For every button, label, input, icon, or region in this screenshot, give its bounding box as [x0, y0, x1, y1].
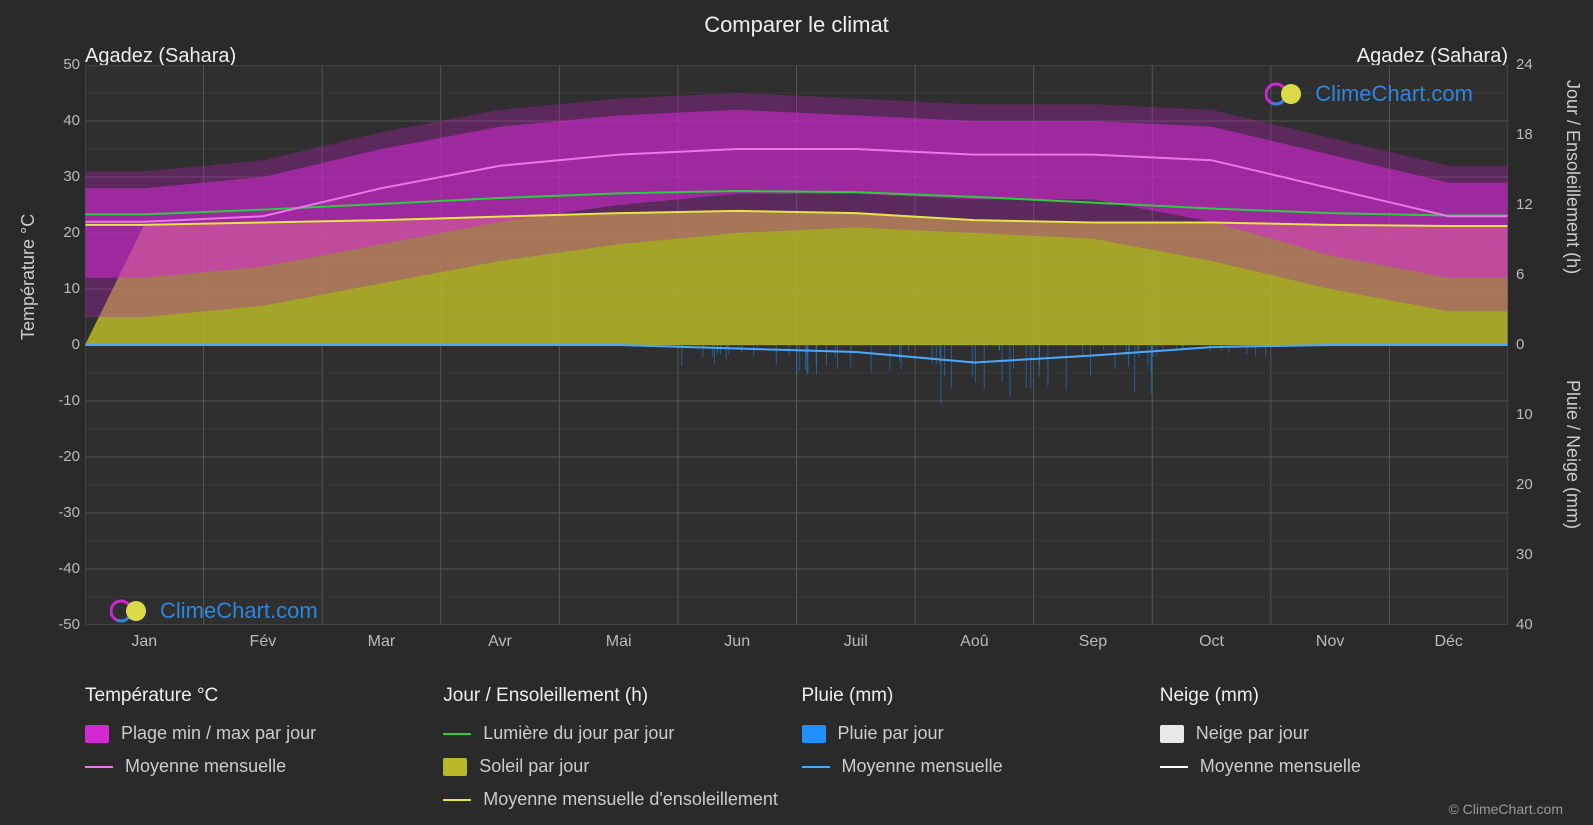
xtick-month: Jun: [724, 633, 750, 651]
xtick-month: Mar: [368, 633, 396, 651]
legend-header-rain: Pluie (mm): [802, 685, 1150, 707]
legend-label: Moyenne mensuelle: [1200, 756, 1361, 777]
legend-label: Plage min / max par jour: [121, 723, 316, 744]
legend-item-rain-mean: Moyenne mensuelle: [802, 756, 1150, 777]
xtick-month: Jan: [131, 633, 157, 651]
ytick-left: 50: [40, 56, 80, 73]
legend-item-temp-mean: Moyenne mensuelle: [85, 756, 433, 777]
ytick-left: 0: [40, 336, 80, 353]
xtick-month: Mai: [606, 633, 632, 651]
ytick-left: -30: [40, 504, 80, 521]
legend-item-temp-range: Plage min / max par jour: [85, 723, 433, 744]
ytick-right-mm: 20: [1516, 476, 1556, 493]
chart-title: Comparer le climat: [0, 12, 1593, 38]
swatch-rain: [802, 725, 826, 743]
legend-header-snow: Neige (mm): [1160, 685, 1508, 707]
legend-header-temp: Température °C: [85, 685, 433, 707]
watermark-text: ClimeChart.com: [160, 598, 318, 624]
swatch-daylight: [443, 733, 471, 735]
swatch-sun-mean: [443, 799, 471, 801]
y-axis-right1-label: Jour / Ensoleillement (h): [1562, 80, 1583, 274]
legend-label: Moyenne mensuelle: [842, 756, 1003, 777]
ytick-left: 30: [40, 168, 80, 185]
ytick-left: -40: [40, 560, 80, 577]
legend-item-snow-daily: Neige par jour: [1160, 723, 1508, 744]
xtick-month: Déc: [1434, 633, 1462, 651]
legend-col-rain: Pluie (mm) Pluie par jour Moyenne mensue…: [802, 685, 1150, 810]
legend-col-sun: Jour / Ensoleillement (h) Lumière du jou…: [443, 685, 791, 810]
y-axis-left-label: Température °C: [18, 214, 39, 340]
ytick-right-mm: 40: [1516, 616, 1556, 633]
watermark-bottom: ClimeChart.com: [110, 597, 318, 625]
ytick-left: 10: [40, 280, 80, 297]
legend-item-sunfill: Soleil par jour: [443, 756, 791, 777]
ytick-right-hours: 24: [1516, 56, 1556, 73]
swatch-snow-mean: [1160, 766, 1188, 768]
legend-item-rain-daily: Pluie par jour: [802, 723, 1150, 744]
ytick-right-hours: 0: [1516, 336, 1556, 353]
legend-label: Neige par jour: [1196, 723, 1309, 744]
xtick-month: Oct: [1199, 633, 1224, 651]
watermark-text: ClimeChart.com: [1315, 81, 1473, 107]
ytick-right-hours: 12: [1516, 196, 1556, 213]
swatch-snow: [1160, 725, 1184, 743]
legend-item-snow-mean: Moyenne mensuelle: [1160, 756, 1508, 777]
xtick-month: Juil: [844, 633, 868, 651]
ytick-left: -50: [40, 616, 80, 633]
ytick-right-hours: 6: [1516, 266, 1556, 283]
xtick-month: Aoû: [960, 633, 988, 651]
swatch-temp-mean: [85, 766, 113, 768]
swatch-rain-mean: [802, 766, 830, 768]
legend-label: Pluie par jour: [838, 723, 944, 744]
legend-col-snow: Neige (mm) Neige par jour Moyenne mensue…: [1160, 685, 1508, 810]
legend-label: Moyenne mensuelle: [125, 756, 286, 777]
legend-header-sun: Jour / Ensoleillement (h): [443, 685, 791, 707]
ytick-left: 20: [40, 224, 80, 241]
ytick-right-mm: 30: [1516, 546, 1556, 563]
watermark-top: ClimeChart.com: [1265, 80, 1473, 108]
ytick-left: -20: [40, 448, 80, 465]
legend-item-daylight: Lumière du jour par jour: [443, 723, 791, 744]
xtick-month: Fév: [250, 633, 277, 651]
xtick-month: Avr: [488, 633, 512, 651]
legend-label: Soleil par jour: [479, 756, 589, 777]
legend-col-temp: Température °C Plage min / max par jour …: [85, 685, 433, 810]
ytick-right-hours: 18: [1516, 126, 1556, 143]
xtick-month: Sep: [1079, 633, 1107, 651]
climate-chart: Comparer le climat Agadez (Sahara) Agade…: [0, 0, 1593, 825]
legend-label: Lumière du jour par jour: [483, 723, 674, 744]
legend-label: Moyenne mensuelle d'ensoleillement: [483, 789, 778, 810]
copyright: © ClimeChart.com: [1448, 801, 1563, 817]
y-axis-right2-label: Pluie / Neige (mm): [1562, 380, 1583, 529]
ytick-left: -10: [40, 392, 80, 409]
xtick-month: Nov: [1316, 633, 1344, 651]
ytick-right-mm: 10: [1516, 406, 1556, 423]
legend: Température °C Plage min / max par jour …: [85, 685, 1508, 810]
ytick-left: 40: [40, 112, 80, 129]
swatch-sunfill: [443, 758, 467, 776]
legend-item-sun-mean: Moyenne mensuelle d'ensoleillement: [443, 789, 791, 810]
swatch-temp-range: [85, 725, 109, 743]
plot-area: [85, 65, 1508, 625]
